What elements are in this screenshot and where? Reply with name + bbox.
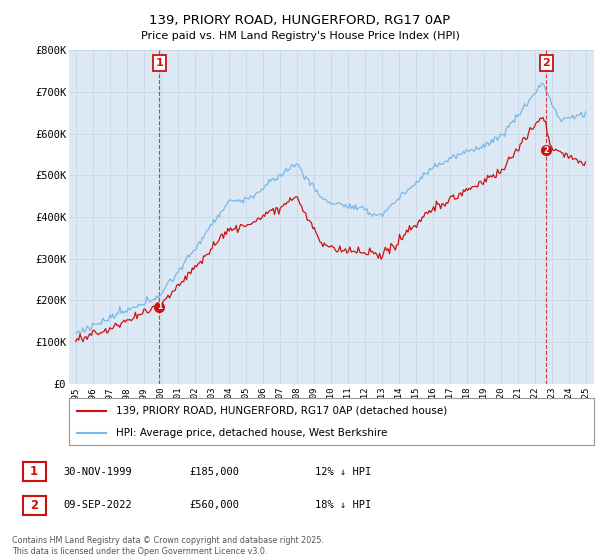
Text: 139, PRIORY ROAD, HUNGERFORD, RG17 0AP (detached house): 139, PRIORY ROAD, HUNGERFORD, RG17 0AP (… <box>116 406 448 416</box>
Text: 139, PRIORY ROAD, HUNGERFORD, RG17 0AP: 139, PRIORY ROAD, HUNGERFORD, RG17 0AP <box>149 14 451 27</box>
Text: 1: 1 <box>30 465 38 478</box>
Text: Price paid vs. HM Land Registry's House Price Index (HPI): Price paid vs. HM Land Registry's House … <box>140 31 460 41</box>
Text: 2: 2 <box>30 498 38 512</box>
Text: 18% ↓ HPI: 18% ↓ HPI <box>315 500 371 510</box>
Text: £560,000: £560,000 <box>189 500 239 510</box>
Text: 1: 1 <box>155 58 163 68</box>
Text: 2: 2 <box>542 58 550 68</box>
Text: 09-SEP-2022: 09-SEP-2022 <box>63 500 132 510</box>
Text: 1: 1 <box>157 302 162 311</box>
Text: 2: 2 <box>544 146 549 155</box>
Text: Contains HM Land Registry data © Crown copyright and database right 2025.
This d: Contains HM Land Registry data © Crown c… <box>12 536 324 556</box>
Text: HPI: Average price, detached house, West Berkshire: HPI: Average price, detached house, West… <box>116 428 388 438</box>
Text: £185,000: £185,000 <box>189 466 239 477</box>
Text: 30-NOV-1999: 30-NOV-1999 <box>63 466 132 477</box>
Text: 12% ↓ HPI: 12% ↓ HPI <box>315 466 371 477</box>
